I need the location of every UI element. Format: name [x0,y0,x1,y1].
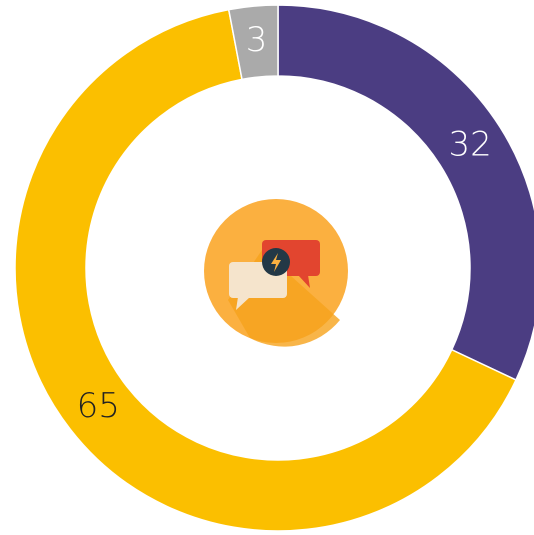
icon-bolt [271,253,281,272]
center-icon [204,199,348,347]
donut [14,4,534,532]
icon-bubble-red-tail [298,275,310,288]
donut-slice [227,4,279,81]
donut-slice [14,8,517,532]
data-label: 32 [448,125,491,165]
data-label: 65 [77,386,120,426]
donut-slice [277,4,534,381]
icon-bubble-light-tail [236,297,250,310]
data-label: 3 [246,20,268,60]
